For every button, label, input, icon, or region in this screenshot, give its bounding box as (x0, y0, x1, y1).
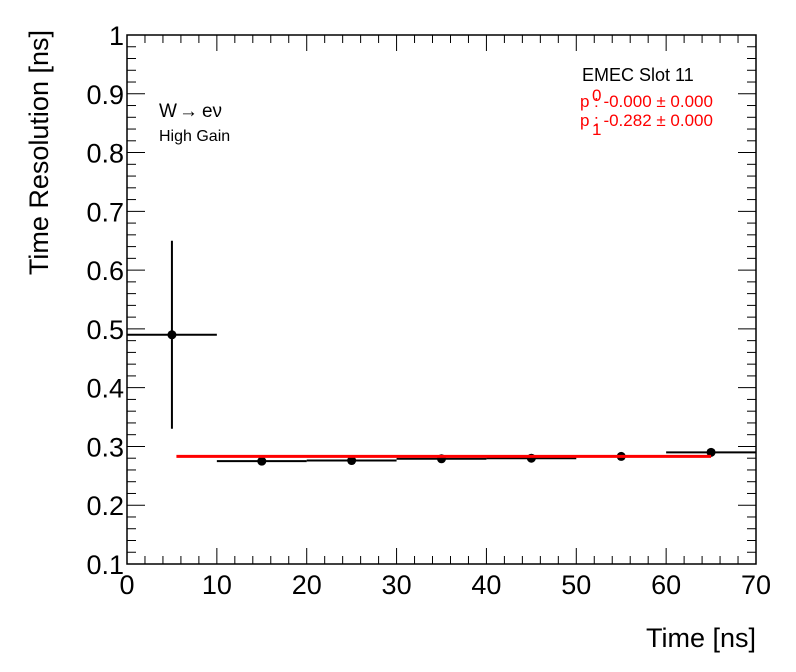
x-tick-label: 0 (119, 570, 134, 600)
plot-frame (126, 34, 757, 565)
x-tick-label: 60 (651, 570, 681, 600)
y-axis-title: Time Resolution [ns] (24, 30, 54, 275)
y-tick-label: 0.1 (86, 550, 124, 580)
svg-text:p: p (580, 92, 589, 111)
svg-text:: -0.000 ± 0.000: : -0.000 ± 0.000 (594, 92, 713, 111)
data-points (127, 240, 756, 466)
process-enu: eν (202, 101, 222, 122)
fit-parameter-p0: p 0 : -0.000 ± 0.000 (580, 86, 713, 111)
y-tick-label: 0.8 (86, 139, 124, 169)
y-tick-label: 0.2 (86, 491, 124, 521)
data-point (257, 456, 267, 466)
x-tick-label: 50 (561, 570, 591, 600)
x-tick-label: 70 (741, 570, 771, 600)
y-tick-label: 0.4 (86, 374, 124, 404)
process-w: W (159, 101, 177, 122)
data-point (706, 447, 716, 457)
y-tick-label: 0.5 (86, 315, 124, 345)
arrow-icon: → (179, 101, 198, 122)
svg-text:0: 0 (592, 86, 601, 105)
tick-labels: 0 10 20 30 40 50 60 700.10.20.30.40.50.60.70.80… (86, 21, 771, 600)
gain-label: High Gain (159, 128, 230, 145)
x-tick-label: 40 (471, 570, 501, 600)
data-point (347, 456, 357, 466)
x-tick-label: 30 (382, 570, 412, 600)
y-tick-label: 0.3 (86, 432, 124, 462)
axis-ticks (126, 34, 757, 565)
svg-text:: -0.282 ± 0.000: : -0.282 ± 0.000 (594, 111, 713, 130)
fit-parameter-p1: p 1 : -0.282 ± 0.000 (580, 111, 713, 139)
x-tick-label: 10 (202, 570, 232, 600)
process-label: W → eν (159, 101, 222, 122)
x-tick-label: 20 (292, 570, 322, 600)
slot-label: EMEC Slot 11 (582, 65, 694, 85)
y-tick-label: 0.7 (86, 197, 124, 227)
svg-text:W→eν: W → eν (159, 101, 222, 122)
data-point (167, 330, 177, 340)
x-axis-title: Time [ns] (646, 623, 756, 653)
svg-text:p: p (580, 111, 589, 130)
y-tick-label: 0.9 (86, 80, 124, 110)
y-tick-label: 0.6 (86, 256, 124, 286)
y-tick-label: 1 (109, 21, 124, 51)
svg-text:1: 1 (592, 120, 601, 139)
